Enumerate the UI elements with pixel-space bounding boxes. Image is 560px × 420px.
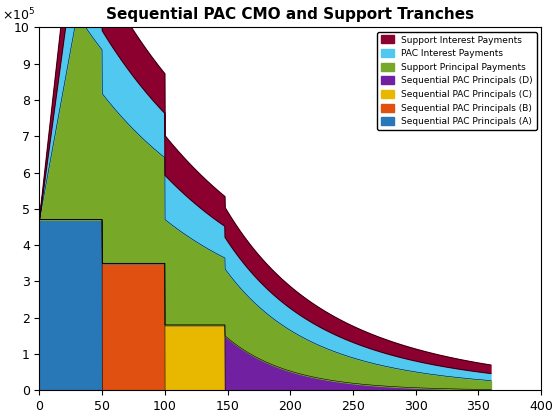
Legend: Support Interest Payments, PAC Interest Payments, Support Principal Payments, Se: Support Interest Payments, PAC Interest … bbox=[377, 32, 536, 130]
Text: $\times$10$^5$: $\times$10$^5$ bbox=[2, 7, 35, 24]
Title: Sequential PAC CMO and Support Tranches: Sequential PAC CMO and Support Tranches bbox=[106, 7, 474, 22]
